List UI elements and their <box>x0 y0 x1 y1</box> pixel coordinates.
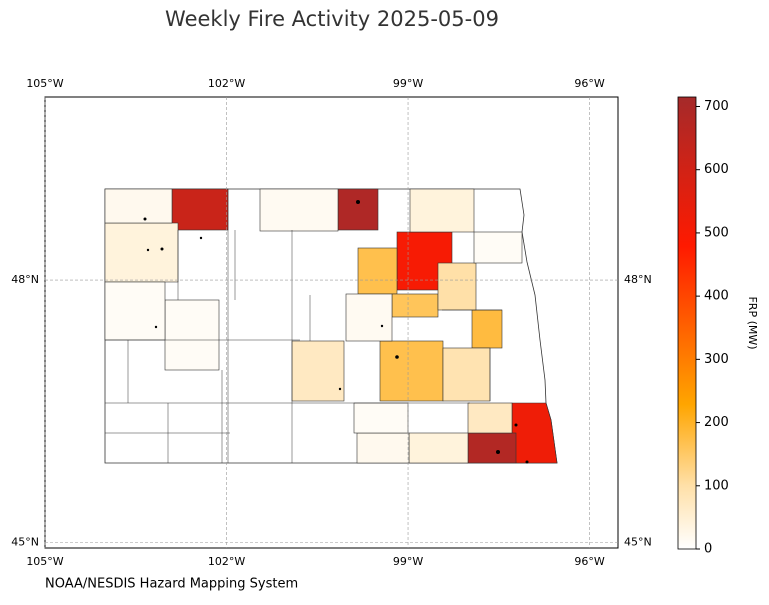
county <box>353 402 409 434</box>
colorbar-tick-label: 700 <box>704 99 729 114</box>
graticule <box>44 97 618 548</box>
x-tick-label-bottom: 102°W <box>208 555 245 568</box>
colorbar: 0 100 200 300 400 500 600 700 <box>677 96 729 557</box>
colorbar-bar <box>677 96 697 550</box>
county <box>259 188 339 232</box>
fire-detections <box>143 200 529 464</box>
x-tick-label-bottom: 99°W <box>393 555 423 568</box>
colorbar-tick-label: 600 <box>704 162 729 177</box>
county <box>409 188 475 233</box>
county <box>379 340 444 402</box>
y-tick-label-right: 48°N <box>624 273 652 286</box>
county <box>164 299 220 371</box>
county <box>467 402 513 434</box>
colorbar-tick-label: 200 <box>704 415 729 430</box>
county <box>467 432 517 464</box>
x-tick-label-top: 102°W <box>208 77 245 90</box>
colorbar-tick-label: 400 <box>704 289 729 304</box>
x-tick-label-top: 96°W <box>574 77 604 90</box>
y-tick-label-left: 48°N <box>11 273 39 286</box>
colorbar-tick-label: 300 <box>704 352 729 367</box>
county <box>104 222 179 283</box>
county <box>471 309 503 349</box>
county <box>408 432 469 464</box>
colorbar-tick-label: 100 <box>704 478 729 493</box>
county <box>473 231 523 264</box>
county <box>171 188 229 231</box>
colorbar-tick-label: 500 <box>704 225 729 240</box>
colorbar-label: FRP (MW) <box>746 296 759 349</box>
county <box>337 188 379 231</box>
title: Weekly Fire Activity 2025-05-09 <box>165 7 499 31</box>
colorbar-tick-label: 0 <box>704 542 712 557</box>
county <box>291 340 345 402</box>
y-tick-label-right: 45°N <box>624 536 652 549</box>
county <box>357 247 398 295</box>
map <box>44 96 619 549</box>
x-tick-label-top: 105°W <box>26 77 63 90</box>
county <box>104 281 166 341</box>
county <box>356 432 410 464</box>
x-tick-label-bottom: 96°W <box>574 555 604 568</box>
county <box>345 293 393 342</box>
county <box>104 188 173 224</box>
county <box>442 347 491 402</box>
county <box>391 293 439 318</box>
x-tick-label-bottom: 105°W <box>26 555 63 568</box>
y-tick-label-left: 45°N <box>11 536 39 549</box>
source-note: NOAA/NESDIS Hazard Mapping System <box>45 577 298 592</box>
county-borders <box>105 189 502 463</box>
county <box>437 262 477 311</box>
x-tick-label-top: 99°W <box>393 77 423 90</box>
